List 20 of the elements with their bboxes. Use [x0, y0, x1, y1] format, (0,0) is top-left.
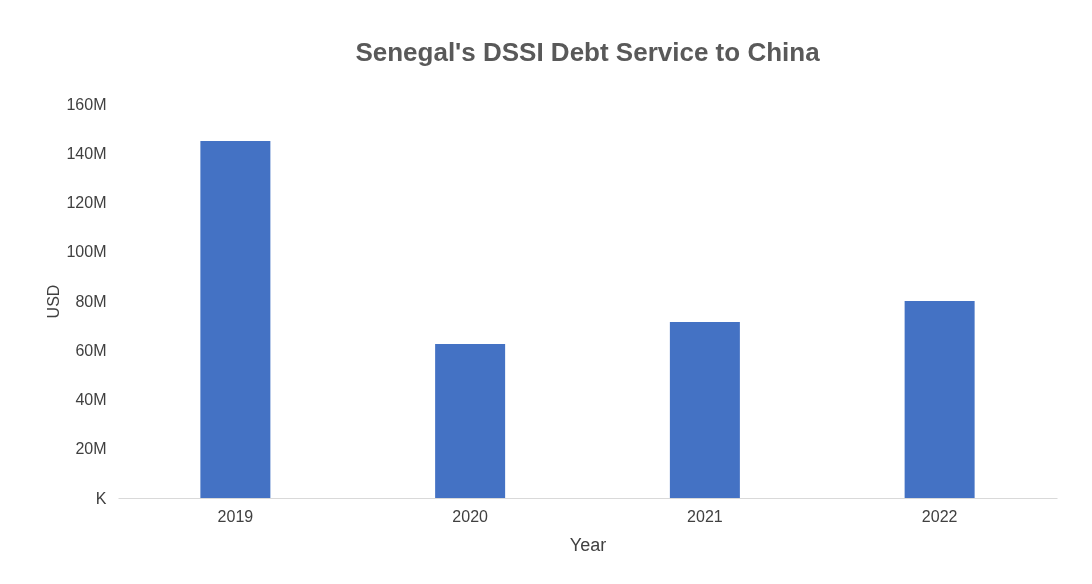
- x-axis-title: Year: [569, 534, 607, 555]
- chart-title: Senegal's DSSI Debt Service to China: [355, 37, 821, 67]
- y-tick-label: 160M: [66, 95, 107, 113]
- bar: [904, 301, 975, 498]
- x-tick-label: 2021: [687, 507, 723, 525]
- bar: [435, 344, 506, 498]
- y-tick-label: K: [95, 489, 107, 507]
- x-tick-label: 2022: [921, 507, 958, 525]
- bar: [669, 321, 740, 498]
- y-tick-label: 100M: [66, 243, 107, 261]
- y-tick-label: 80M: [75, 292, 107, 310]
- x-tick-label: 2019: [217, 507, 254, 525]
- y-tick-label: 60M: [75, 341, 107, 359]
- y-tick-label: 140M: [66, 144, 107, 162]
- bar: [200, 140, 271, 498]
- y-tick-label: 20M: [75, 440, 107, 458]
- y-tick-label: 40M: [75, 391, 107, 408]
- y-axis-title: USD: [45, 284, 63, 319]
- y-tick-label: 120M: [66, 194, 107, 211]
- x-tick-label: 2020: [452, 507, 489, 525]
